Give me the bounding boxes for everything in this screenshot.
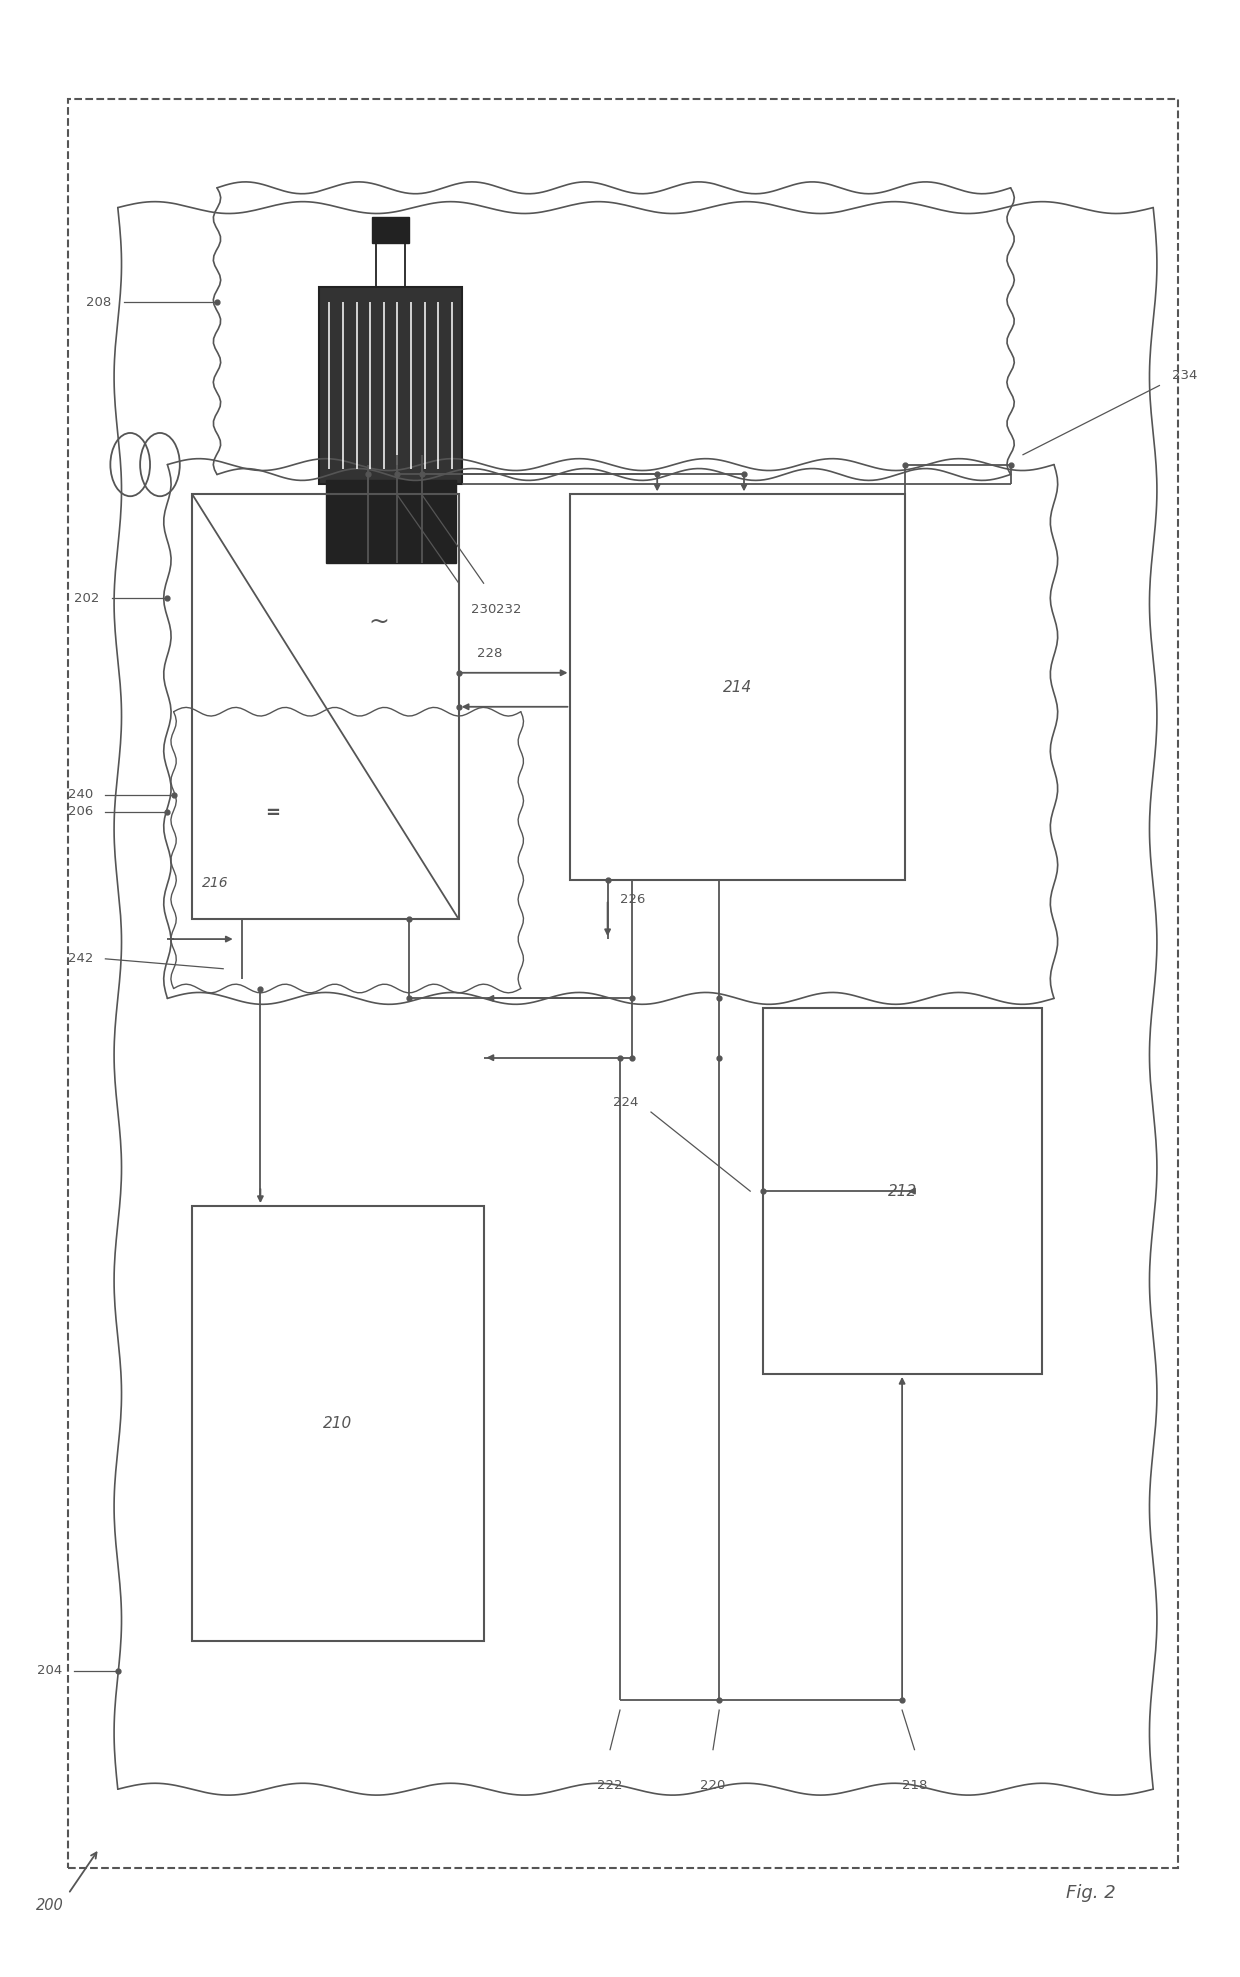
- Text: 242: 242: [68, 953, 93, 965]
- Text: 222: 222: [598, 1779, 622, 1793]
- Text: 218: 218: [901, 1779, 928, 1793]
- Text: ~: ~: [368, 609, 389, 635]
- Text: 214: 214: [723, 680, 753, 694]
- Bar: [192, 494, 459, 919]
- Text: =: =: [264, 805, 280, 822]
- Text: 208: 208: [87, 297, 112, 308]
- Bar: [320, 287, 461, 484]
- Text: 234: 234: [1172, 370, 1197, 382]
- Text: 220: 220: [701, 1779, 725, 1793]
- Text: 212: 212: [888, 1184, 916, 1198]
- Text: 224: 224: [614, 1095, 639, 1109]
- Text: 226: 226: [620, 894, 645, 905]
- Text: 240: 240: [68, 789, 93, 801]
- Text: 200: 200: [36, 1898, 63, 1914]
- Text: 210: 210: [324, 1416, 352, 1431]
- Text: 216: 216: [202, 876, 228, 890]
- Bar: [372, 217, 409, 243]
- Text: Fig. 2: Fig. 2: [1066, 1884, 1116, 1902]
- Text: 204: 204: [37, 1665, 62, 1676]
- Text: 202: 202: [74, 591, 99, 605]
- Text: 232: 232: [496, 603, 521, 617]
- Bar: [68, 99, 1178, 1868]
- Bar: [192, 1206, 484, 1641]
- Bar: [763, 1008, 1042, 1374]
- Bar: [570, 494, 905, 880]
- Text: 206: 206: [68, 805, 93, 818]
- Text: 228: 228: [477, 646, 502, 660]
- Bar: [325, 480, 456, 563]
- Text: 230: 230: [471, 603, 496, 617]
